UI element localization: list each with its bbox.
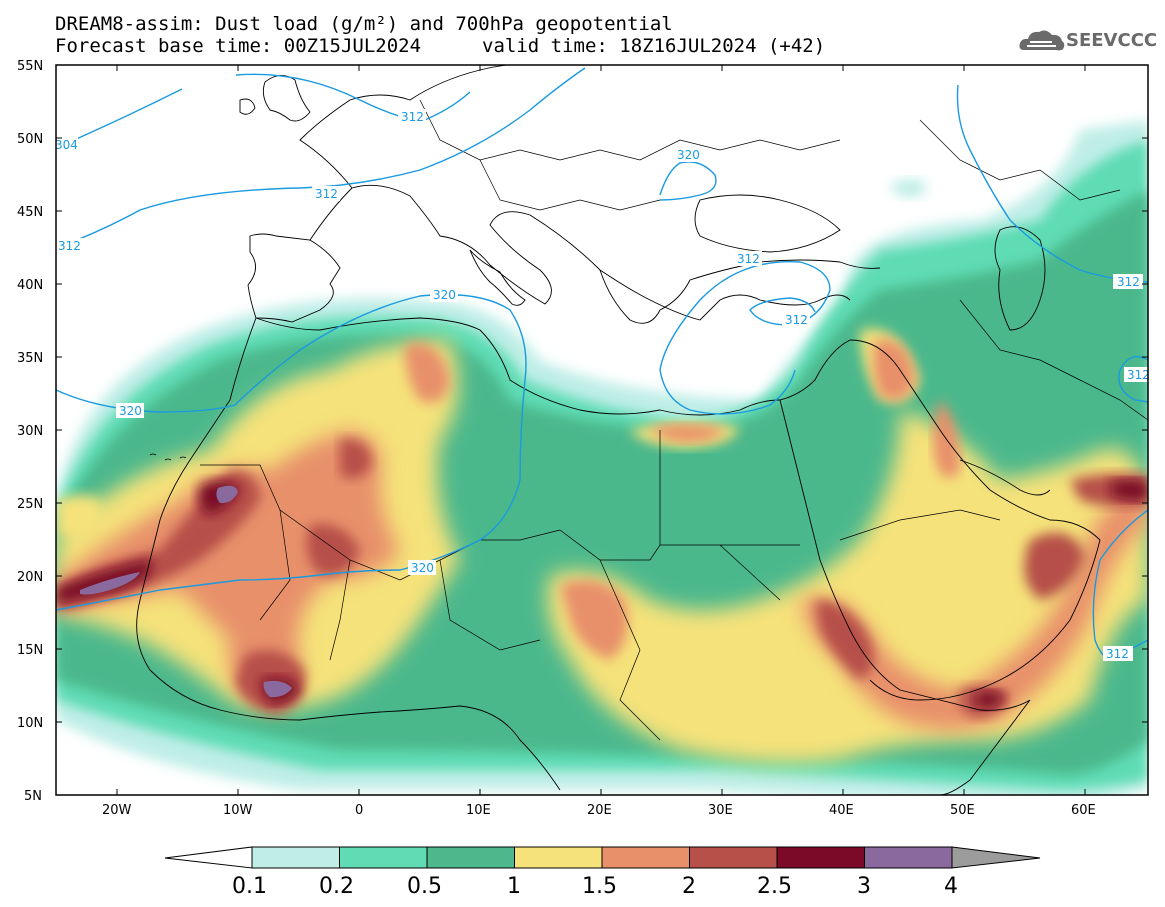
dust-level-3-b — [216, 485, 238, 504]
contour-label: 312 — [401, 110, 424, 124]
colorbar-bin — [601, 846, 690, 869]
lon-label: 0 — [355, 803, 363, 818]
dust-level-1.5-d — [873, 339, 915, 400]
dust-level-0.1-b — [890, 179, 926, 198]
dust-level-3-c — [263, 680, 292, 698]
contour-label: 320 — [411, 561, 434, 575]
dust-level-2-g — [815, 600, 874, 680]
lat-label: 15N — [17, 643, 43, 658]
dust-level-2.5-e — [975, 691, 1005, 709]
coastlines — [136, 65, 1148, 795]
dust-level-1.5-f — [650, 424, 725, 442]
cloud-icon — [1019, 30, 1065, 51]
colorbar-bin — [864, 846, 953, 869]
lat-label: 20N — [17, 570, 43, 585]
lat-label: 55N — [17, 59, 43, 74]
forecast-base-time: Forecast base time: 00Z15JUL2024 — [55, 35, 422, 57]
contour-label: 320 — [433, 288, 456, 302]
lon-label: 10W — [223, 803, 253, 818]
contour-label: 312 — [1106, 647, 1129, 661]
lat-label: 25N — [17, 497, 43, 512]
dust-field — [56, 65, 1148, 795]
contour-labels: 304 312 312 320 320 320 320 312 312 312 … — [52, 109, 1150, 661]
lat-label: 10N — [17, 716, 43, 731]
logo-text: SEEVCCC — [1066, 30, 1158, 51]
colorbar-bin — [251, 846, 340, 869]
lon-label: 20W — [102, 803, 132, 818]
colorbar: 0.1 0.2 0.5 1 1.5 2 2.5 3 4 — [164, 846, 1041, 899]
colorbar-label: 3 — [857, 874, 871, 899]
colorbar-label: 4 — [944, 874, 958, 899]
lon-label: 20E — [587, 803, 612, 818]
lon-label: 60E — [1071, 803, 1096, 818]
seevccc-logo: SEEVCCC — [1018, 26, 1158, 56]
dust-level-1.5-c — [800, 480, 1148, 730]
colorbar-under-arrow — [164, 846, 253, 869]
colorbar-over-arrow — [951, 846, 1041, 869]
dust-level-2-e — [1024, 532, 1085, 600]
dust-level-2-b — [306, 524, 360, 576]
colorbar-bin — [426, 846, 515, 869]
colorbar-label: 1 — [507, 874, 521, 899]
lat-label: 45N — [17, 205, 43, 220]
chart-title: DREAM8-assim: Dust load (g/m²) and 700hP… — [55, 13, 673, 35]
contour-label: 312 — [315, 187, 338, 201]
dust-level-1.5-g — [405, 343, 450, 403]
contour-label: 312 — [737, 252, 760, 266]
dust-level-1.5-b — [560, 580, 628, 660]
contour-label: 312 — [1117, 275, 1140, 289]
lat-label: 5N — [24, 789, 42, 804]
colorbar-bin — [339, 846, 428, 869]
colorbar-label: 0.2 — [319, 874, 354, 899]
contour-label: 312 — [58, 239, 81, 253]
contour-label: 320 — [677, 148, 700, 162]
contour-label: 304 — [55, 138, 78, 152]
lon-label: 40E — [829, 803, 854, 818]
lat-label: 40N — [17, 278, 43, 293]
colorbar-label: 0.1 — [232, 874, 267, 899]
lat-label: 35N — [17, 351, 43, 366]
dust-level-2-d — [340, 439, 372, 479]
colorbar-label: 2 — [682, 874, 696, 899]
lon-axis: 20W 10W 0 10E 20E 30E 40E 50E 60E — [102, 65, 1096, 818]
colorbar-label: 2.5 — [757, 874, 792, 899]
dust-level-2.5-d — [1110, 480, 1148, 501]
lat-label: 30N — [17, 424, 43, 439]
colorbar-bin — [776, 846, 865, 869]
lon-label: 10E — [466, 803, 491, 818]
dust-level-1-e — [56, 495, 103, 540]
contour-label: 320 — [119, 404, 142, 418]
dust-level-3 — [80, 572, 140, 595]
valid-time: valid time: 18Z16JUL2024 (+42) — [482, 35, 826, 57]
lon-label: 30E — [708, 803, 733, 818]
colorbar-label: 1.5 — [582, 874, 617, 899]
colorbar-label: 0.5 — [407, 874, 442, 899]
lon-label: 50E — [950, 803, 975, 818]
dust-level-1.5 — [56, 430, 400, 700]
colorbar-bin — [514, 846, 603, 869]
lat-label: 50N — [17, 132, 43, 147]
contour-label: 312 — [1127, 368, 1150, 382]
colorbar-bin — [689, 846, 778, 869]
lat-axis: 55N 50N 45N 40N 35N 30N 25N 20N 15N 10N … — [17, 59, 1148, 804]
contour-label: 312 — [785, 313, 808, 327]
